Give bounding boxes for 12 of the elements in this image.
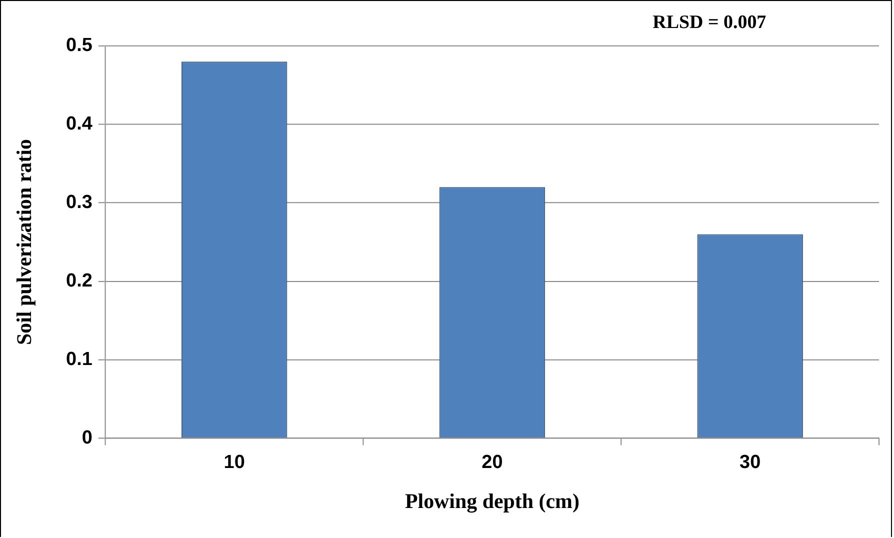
y-tick-label: 0.2 (66, 270, 92, 292)
x-tick-label: 20 (482, 452, 503, 473)
x-tick-label: 10 (224, 452, 245, 473)
y-tick-label: 0.5 (66, 35, 93, 56)
text: RLSD = 0.007 (652, 12, 767, 33)
y-tick-label: 0.4 (66, 114, 93, 135)
x-axis-title: Plowing depth (cm) (404, 488, 580, 513)
y-tick-label: 0.1 (66, 348, 93, 370)
x-tick-label: 30 (740, 452, 761, 473)
y-tick-label: 0.3 (66, 192, 92, 214)
y-axis-title: Soil pulverization ratio (12, 139, 36, 346)
y-tick-label: 0 (82, 427, 92, 448)
